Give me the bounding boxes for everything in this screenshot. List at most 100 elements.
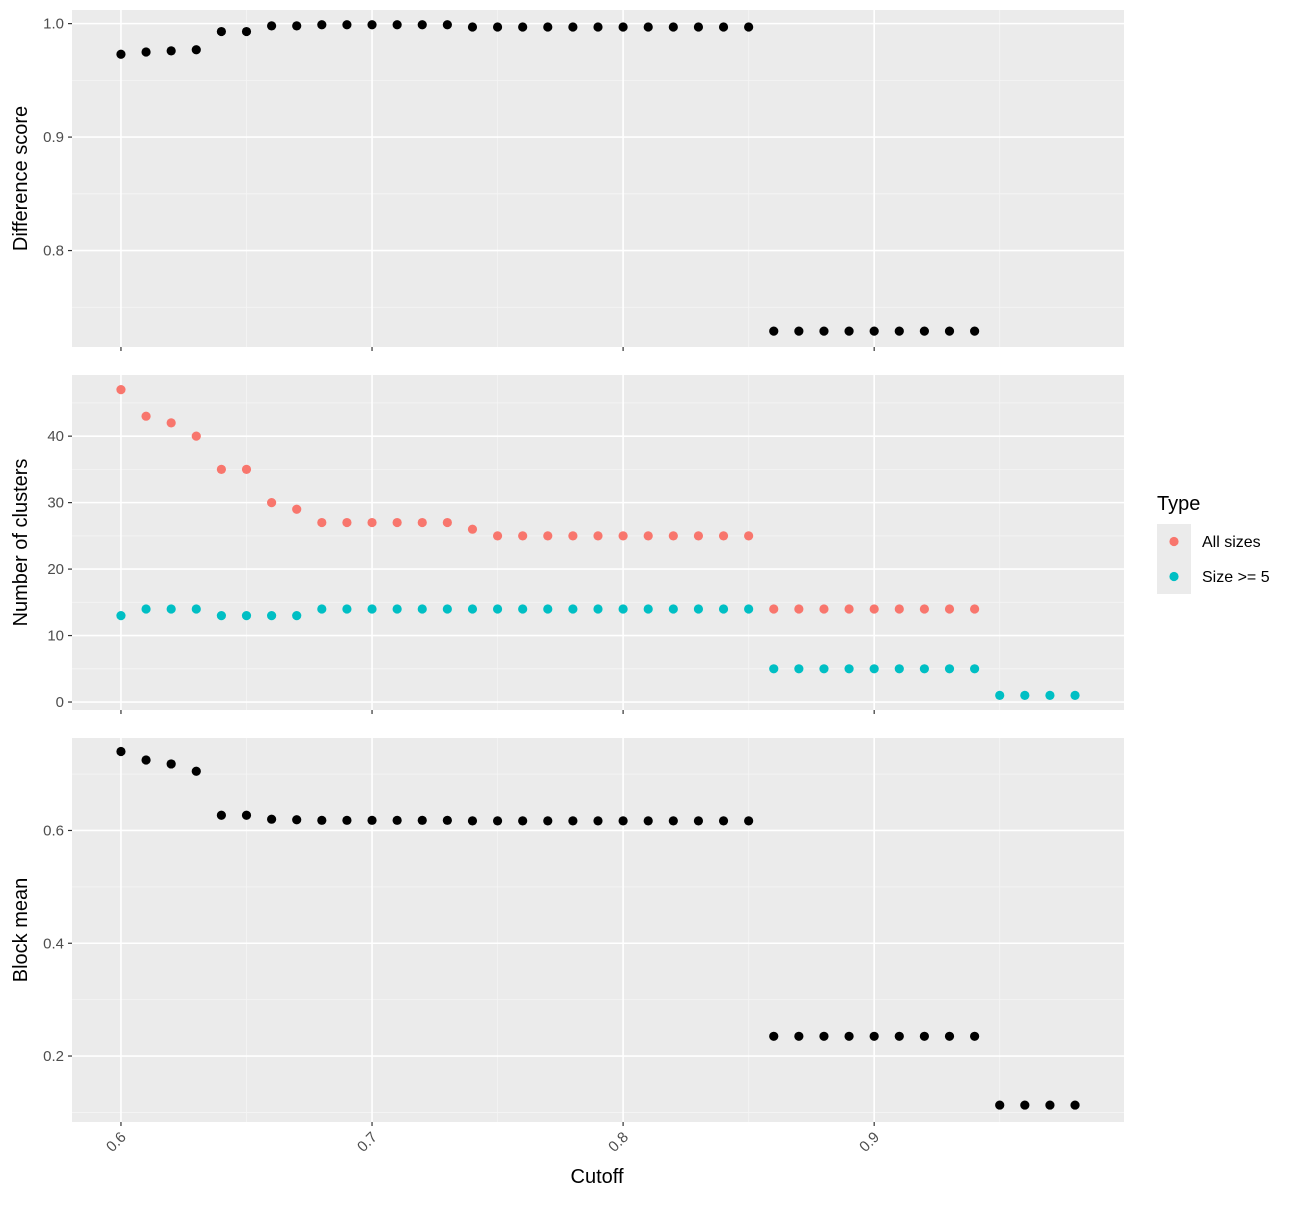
data-point xyxy=(643,604,653,614)
data-point xyxy=(241,810,252,820)
data-point xyxy=(995,1100,1005,1110)
panel-background xyxy=(72,375,1124,710)
data-point xyxy=(292,504,302,514)
data-point xyxy=(166,418,176,428)
data-point xyxy=(894,1031,904,1041)
data-point xyxy=(442,604,452,614)
data-point xyxy=(342,517,352,528)
series-2 xyxy=(116,604,1080,700)
legend-label: Size >= 5 xyxy=(1202,569,1270,586)
y-axis-title: Number of clusters xyxy=(10,459,32,627)
data-point xyxy=(367,604,377,614)
data-point xyxy=(744,816,754,826)
data-point xyxy=(794,664,804,674)
data-point xyxy=(568,604,578,614)
panel-background xyxy=(72,10,1124,347)
data-point xyxy=(116,746,126,757)
data-point xyxy=(693,816,704,826)
data-point xyxy=(543,531,553,541)
data-point xyxy=(518,604,528,614)
data-point xyxy=(568,531,578,541)
data-point xyxy=(769,664,779,674)
y-tick-label: 20 xyxy=(47,561,64,578)
data-point xyxy=(442,20,452,30)
y-tick-label: 30 xyxy=(47,495,64,512)
data-point xyxy=(718,816,729,826)
legend-label: All sizes xyxy=(1202,534,1261,551)
data-point xyxy=(492,816,503,826)
data-point xyxy=(794,604,804,614)
data-point xyxy=(417,517,427,528)
panel-2: 0 10 20 30 40 Number of clusters xyxy=(10,375,1124,714)
data-point xyxy=(518,22,528,32)
data-point xyxy=(970,326,980,336)
data-point xyxy=(593,22,603,32)
data-point xyxy=(1020,1100,1030,1110)
data-point xyxy=(216,26,226,37)
x-tick-label: 0.9 xyxy=(856,1129,883,1156)
data-point xyxy=(643,816,653,826)
data-point xyxy=(317,517,327,528)
data-point xyxy=(593,604,603,614)
data-point xyxy=(267,814,277,824)
data-point xyxy=(819,604,829,614)
data-point xyxy=(216,810,226,820)
legend-key xyxy=(1169,571,1179,582)
data-point xyxy=(467,816,478,826)
y-tick-label: 0.2 xyxy=(43,1048,64,1065)
data-point xyxy=(819,664,829,674)
series-1 xyxy=(116,385,980,614)
data-point xyxy=(693,22,704,32)
data-point xyxy=(919,664,929,674)
data-point xyxy=(618,531,628,541)
data-point xyxy=(744,604,754,614)
data-point xyxy=(191,604,201,614)
data-point xyxy=(342,20,352,30)
data-point xyxy=(216,464,226,474)
data-point xyxy=(769,326,779,336)
data-point xyxy=(317,815,327,825)
data-point xyxy=(844,1031,854,1041)
data-point xyxy=(844,664,854,674)
data-point xyxy=(442,815,452,825)
data-point xyxy=(769,1031,779,1041)
x-tick-label: 0.7 xyxy=(354,1129,381,1156)
legend-key xyxy=(1169,536,1179,547)
data-point xyxy=(518,816,528,826)
data-point xyxy=(919,1031,929,1041)
data-point xyxy=(668,22,678,32)
data-point xyxy=(744,531,754,541)
data-point xyxy=(241,464,252,474)
data-point xyxy=(267,498,277,508)
data-point xyxy=(417,604,427,614)
data-point xyxy=(116,385,126,395)
data-point xyxy=(317,604,327,614)
data-point xyxy=(970,1031,980,1041)
data-point xyxy=(267,21,277,31)
data-point xyxy=(593,531,603,541)
data-point xyxy=(794,1031,804,1041)
data-point xyxy=(442,517,452,528)
data-point xyxy=(392,815,402,825)
data-point xyxy=(643,22,653,32)
x-tick-label: 0.8 xyxy=(605,1129,632,1156)
data-point xyxy=(141,411,151,421)
data-point xyxy=(668,604,678,614)
data-point xyxy=(819,1031,829,1041)
y-tick-label: 0.8 xyxy=(43,243,64,260)
legend-title: Type xyxy=(1157,493,1200,515)
data-point xyxy=(894,604,904,614)
data-point xyxy=(844,326,854,336)
data-point xyxy=(1020,690,1030,700)
data-point xyxy=(869,604,879,614)
data-point xyxy=(116,611,126,621)
data-point xyxy=(492,604,503,614)
data-point xyxy=(568,22,578,32)
data-point xyxy=(166,46,176,56)
y-tick-label: 0.4 xyxy=(43,935,64,952)
y-tick-label: 0 xyxy=(56,694,64,711)
data-point xyxy=(1045,690,1055,700)
data-point xyxy=(392,604,402,614)
